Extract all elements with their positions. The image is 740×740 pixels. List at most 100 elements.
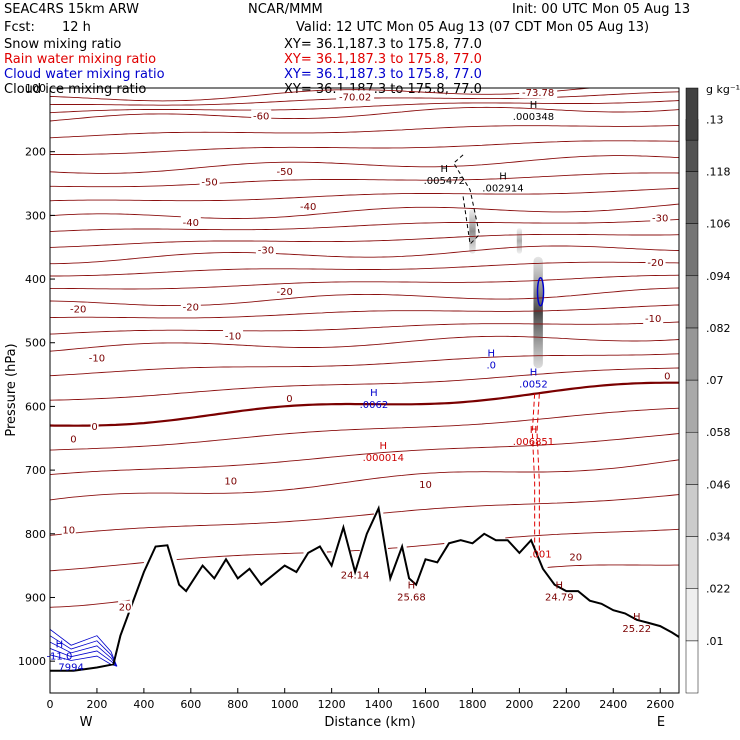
isotherm-contour [50,245,679,265]
extremum-marker: H [530,100,538,111]
plot-frame [49,87,680,694]
field-xy-cloud-water: XY= 36.1,187.3 to 175.8, 77.0 [284,67,482,82]
cloud-water-shading [533,256,543,369]
colorbar-label: .01 [706,635,724,648]
contour-label-bg [298,200,319,213]
field-name-cloud-ice: Cloud ice mixing ratio [4,82,146,97]
init-time: Init: 00 UTC Mon 05 Aug 13 [512,2,690,17]
isotherm-contour [50,106,679,122]
x-axis-label: Distance (km) [324,715,415,730]
isotherm-label: -20 [70,305,86,316]
colorbar-label: .07 [706,374,724,387]
isotherm-contour [50,459,679,501]
field-xy-rain: XY= 36.1,187.3 to 175.8, 77.0 [284,52,482,67]
model-title: SEAC4RS 15km ARW [4,2,139,17]
isotherm-contour [50,203,679,219]
isotherm-contour [50,287,679,307]
isotherm-label: -50 [201,177,217,188]
isotherm-contour [50,218,679,233]
extremum-value: 25.68 [397,592,426,603]
extremum-value: .0 [486,361,496,372]
cloud-water-contour [50,635,118,667]
extremum-marker: H [487,349,495,360]
isotherm-contour [50,321,679,335]
contour-label-bg [199,175,220,188]
center-title: NCAR/MMM [248,2,323,17]
colorbar-swatch [685,379,699,433]
x-axis-ticks: 0 200 400 600 800 1000 1200 1400 1600 1800 2000 220… [47,688,674,711]
freezing-level-contour [50,381,679,427]
isotherm-label: 10 [224,477,237,488]
x-tick-label: 1400 [365,698,393,711]
contour-label-bg [251,109,272,122]
contour-label-bg [180,216,201,229]
snow-contour [453,154,481,246]
colorbar-label: .082 [706,322,731,335]
colorbar-swatch [685,275,699,329]
colorbar-unit: g kg⁻¹ [706,83,740,96]
contour-label-bg [285,391,294,404]
colorbar-label: .034 [706,531,731,544]
extremum-value: .002914 [482,184,523,195]
x-tick-label: 200 [86,698,107,711]
x-tick-label: 2400 [599,698,627,711]
contour-label-bg [568,550,583,563]
isotherm-label: 0 [91,422,97,433]
contour-label-bg [118,600,133,613]
extremum-marker: H [530,425,538,436]
isotherm-label: -50 [277,167,293,178]
isotherm-contour [50,528,679,572]
y-tick-label: 400 [25,273,46,286]
contour-label-bg [519,86,558,99]
extremum-marker: H [530,368,538,379]
x-tick-label: 2000 [505,698,533,711]
y-tick-label: 1000 [18,655,46,668]
isotherm-label: -10 [225,331,241,342]
extremum-value: .000014 [363,453,404,464]
y-tick-label: 900 [25,591,46,604]
extremum-marker: H [56,640,64,651]
isotherm-contour [50,274,679,290]
extremum-value: .006851 [513,437,554,448]
extremum-marker: H [499,172,507,183]
isotherm-label: -40 [183,218,199,229]
colorbar-label: .13 [706,113,724,126]
colorbar-swatch [685,223,699,277]
x-end-label-west: W [80,715,93,730]
isotherm-label: 10 [419,480,432,491]
plot-area: -70.02 -73.78 -60 -50 -50 -40 -40 -30 -30 -20 -20 -… [18,82,680,711]
isotherm-contour [50,564,679,608]
extremum-marker: H [380,441,388,452]
rain-water-contour [531,393,536,553]
colorbar-label: .058 [706,426,731,439]
cloud-water-contour [50,628,118,667]
cloud-shading-layer [469,209,543,369]
colorbar-swatch [685,588,699,642]
isotherm-contour [50,187,679,202]
colorbar-swatch [685,87,699,141]
contour-label-bg [68,302,89,315]
extremum-marker: H [633,612,641,623]
y-tick-label: 500 [25,337,46,350]
isotherm-label: 0 [664,371,670,382]
x-tick-label: 2600 [646,698,674,711]
extremum-value: .001 [529,550,551,561]
valid-time: Valid: 12 UTC Mon 05 Aug 13 (07 CDT Mon … [296,20,649,35]
isotherm-contour [50,433,679,476]
contour-label-bg [255,243,276,256]
isotherm-label: -40 [300,202,316,213]
y-tick-label: 300 [25,209,46,222]
isotherm-contour [50,100,679,114]
isotherm-contour [50,494,679,536]
extremum-value: 24.79 [545,592,574,603]
terrain-line-layer [50,504,679,672]
isotherm-label: -20 [183,303,199,314]
isotherm-contour [50,261,679,277]
y-tick-label: 700 [25,464,46,477]
hydrometeor-contours [50,154,545,667]
extremum-value: .0062 [360,400,389,411]
fcst-label: Fcst: [4,20,35,35]
isotherm-label: 10 [62,526,75,537]
colorbar-swatch [685,327,699,381]
colorbar-swatch [685,171,699,224]
